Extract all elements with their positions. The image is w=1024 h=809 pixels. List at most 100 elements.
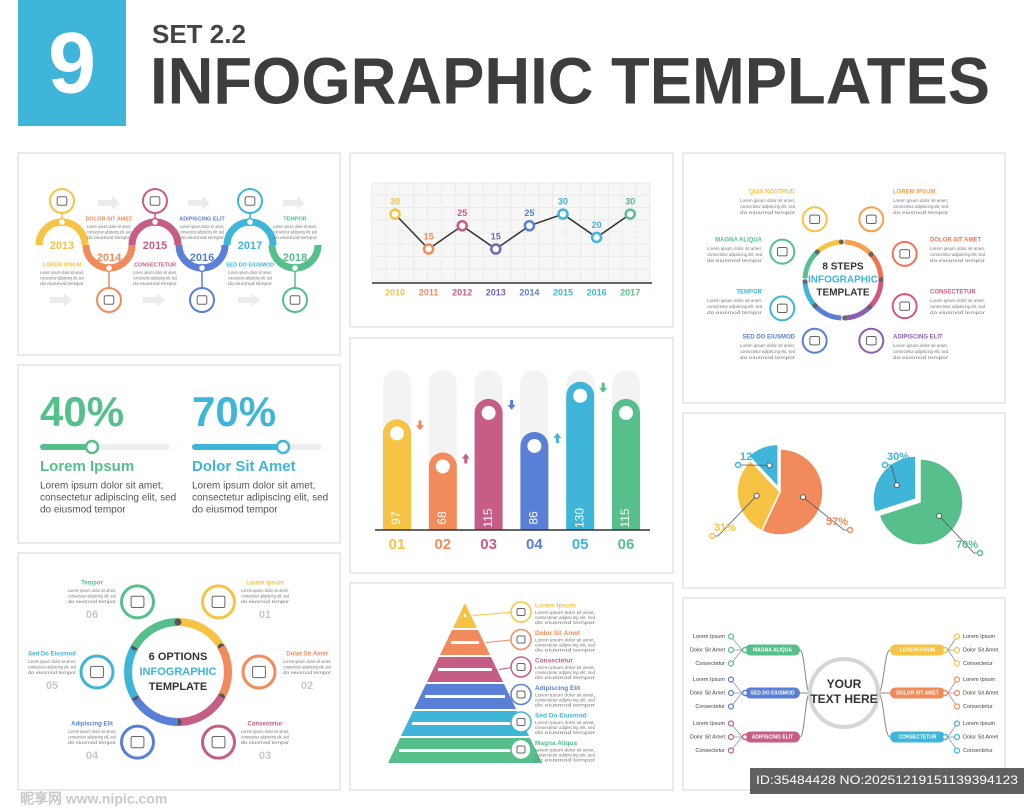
- pill-dot: [941, 646, 949, 654]
- layer-title: Sed Do Eiusmod: [535, 713, 587, 720]
- body-text: do eiusmod tempor: [740, 355, 796, 360]
- body-text: Lorem ipsum dolor sit amet,: [535, 638, 595, 643]
- step-title: DOLOR SIT AMET: [930, 238, 981, 244]
- bar: [383, 419, 411, 530]
- leaf-dot: [727, 703, 735, 710]
- body-text: do eiusmod tempor: [893, 355, 949, 360]
- value-label: 68: [435, 511, 449, 525]
- leaf-dot: [727, 733, 735, 741]
- ring-dot: [174, 618, 182, 626]
- leaf-label: Consectetur: [963, 661, 993, 667]
- icon-glyph: [776, 246, 788, 257]
- point: [422, 243, 435, 255]
- leader-dot: [893, 482, 900, 489]
- leaf-dot: [953, 747, 961, 754]
- point: [557, 208, 569, 220]
- value-label: 97: [389, 511, 403, 525]
- branch-label: MAGNA ALIQUA: [753, 647, 792, 653]
- ring-dot: [867, 304, 873, 310]
- x-tick-label: 2016: [587, 287, 607, 297]
- leaf-label: Consectetur: [695, 704, 725, 710]
- body-text: do eiusmod tempor: [241, 740, 290, 745]
- pill-dot: [741, 733, 749, 741]
- icon-glyph: [149, 196, 161, 206]
- value-label: 20: [592, 220, 602, 230]
- badge-number: 9: [48, 16, 96, 112]
- icon-circle: [282, 287, 308, 313]
- ring-segment: [124, 645, 139, 699]
- arrow: [50, 293, 72, 307]
- point: [590, 231, 603, 244]
- icon-glyph: [866, 336, 877, 346]
- icon-circle: [510, 738, 532, 761]
- body-text: Lorem ipsum dolor sit amet,: [40, 270, 84, 275]
- percent-label: 40%: [40, 388, 124, 435]
- icon-glyph: [866, 214, 877, 224]
- icon-circle: [769, 295, 796, 322]
- bar-knob: [481, 405, 496, 420]
- step-title: SED DO EIUSMOD: [742, 335, 795, 341]
- center-title: TEMPLATE: [149, 681, 207, 693]
- value-label: 130: [572, 508, 586, 528]
- icon-circle: [120, 584, 155, 620]
- connector: [472, 611, 516, 616]
- icon-glyph: [103, 295, 115, 305]
- value-label: 115: [481, 508, 495, 527]
- body-text: do eiusmod tempor: [228, 281, 273, 286]
- option-title: Lorem Ipsum: [246, 581, 284, 587]
- body-text: consectetur adipiscing elit, sed: [40, 276, 84, 281]
- pie-slice: [760, 448, 824, 536]
- body-text: do eiusmod tempor: [535, 675, 596, 680]
- arrow: [188, 196, 210, 210]
- value-label: 57%: [826, 516, 848, 528]
- value-label: 115: [618, 508, 632, 527]
- body-text: consectetur adipiscing elit, sed: [535, 698, 596, 703]
- step-title: SED DO EIUSMOD: [226, 262, 274, 268]
- value-label: 30: [558, 196, 568, 206]
- leaf-label: Consectetur: [695, 661, 725, 667]
- option-number: 01: [259, 609, 271, 621]
- body-text: consectetur adipiscing elit, sed: [740, 349, 795, 354]
- x-tick-label: 2015: [553, 287, 573, 297]
- body-text: consectetur adipiscing elit, sed: [228, 276, 272, 281]
- icon-glyph: [516, 718, 526, 726]
- x-tick-label: 2011: [419, 287, 439, 297]
- node-dot: [245, 217, 255, 227]
- layer-title: Adipiscing Elit: [535, 685, 581, 692]
- body-text: consectetur adipiscing elit, sed: [893, 204, 948, 209]
- value-label: 86: [527, 511, 541, 525]
- icon-glyph: [516, 608, 526, 616]
- icon-glyph: [289, 295, 301, 305]
- branch-pill: [890, 644, 945, 656]
- icon-glyph: [130, 736, 145, 749]
- body-text: do eiusmod tempor: [180, 235, 225, 240]
- icon-circle: [510, 628, 532, 651]
- layer-title: Consectetur: [535, 658, 573, 665]
- body-text: do eiusmod tempor: [535, 620, 596, 625]
- progress-bar: [40, 444, 92, 450]
- body-text: Lorem ipsum dolor sit amet,: [535, 665, 595, 670]
- body-text: do eiusmod tempor: [535, 758, 596, 763]
- leader-end: [881, 461, 889, 469]
- icon-glyph: [130, 595, 145, 608]
- item-title: Dolor Sit Amet: [192, 458, 296, 475]
- leader-end: [846, 526, 854, 534]
- leaf-dot: [953, 646, 961, 654]
- body-text: do eiusmod tempor: [930, 310, 986, 315]
- body-text: Lorem ipsum dolor sit amet,: [192, 481, 315, 492]
- step-title: TEMPOR: [736, 290, 762, 296]
- body-text: do eiusmod tempor: [28, 670, 77, 675]
- body-text: Lorem ipsum dolor sit amet,: [535, 693, 595, 698]
- set-label: SET 2.2: [152, 19, 246, 49]
- ring-segment: [177, 694, 225, 726]
- ring-segment: [131, 694, 179, 726]
- leader-dot: [766, 462, 773, 469]
- body-text: Lorem ipsum dolor sit amet,: [707, 298, 762, 303]
- body-text: do eiusmod tempor: [740, 210, 796, 215]
- leaf-label: Lorem Ipsum: [963, 677, 996, 683]
- leaf-label: Dolor Sit Amet: [963, 734, 999, 740]
- value-label: 31%: [714, 522, 736, 534]
